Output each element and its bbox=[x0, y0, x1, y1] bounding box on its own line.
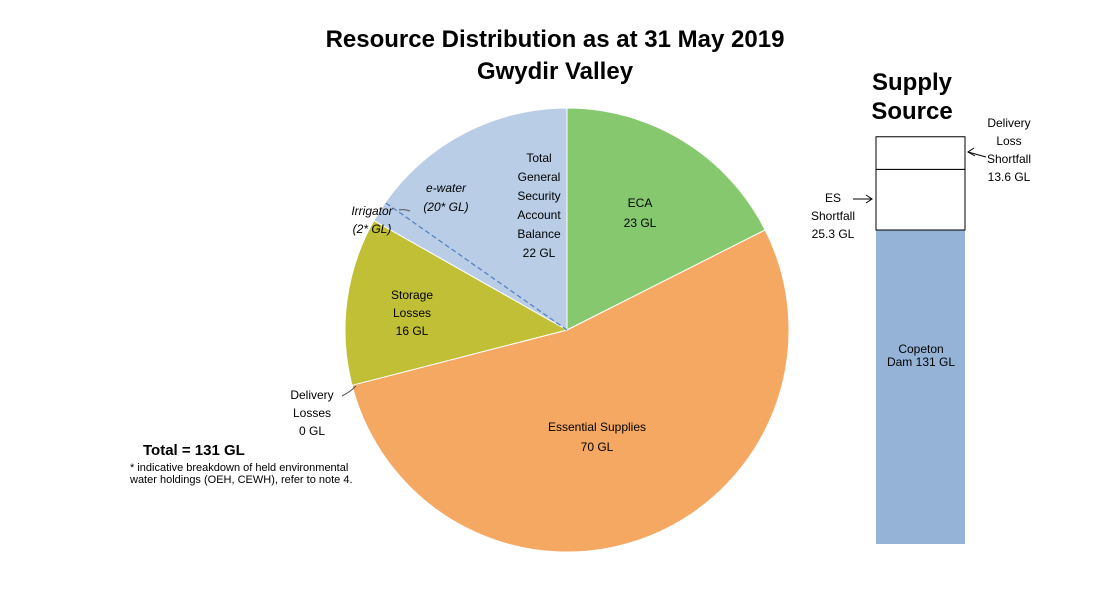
label-irrigator: Irrigator (2* GL) bbox=[351, 204, 393, 236]
label-storage-losses: Storage Losses 16 GL bbox=[391, 288, 433, 338]
supply-source-bar: Copeton Dam 131 GL ES Shortfall 25.3 GL Deliv… bbox=[811, 116, 1031, 544]
supply-source-title: Supply Source bbox=[857, 68, 967, 126]
arrow-delivery-loss-shortfall-head bbox=[967, 147, 976, 157]
leader-irrigator bbox=[398, 209, 411, 212]
pie-labels: ECA 23 GL Essential Supplies 70 GL Storage Lo… bbox=[290, 151, 656, 454]
label-delivery-losses: Delivery Losses 0 GL bbox=[290, 388, 333, 438]
label-es-shortfall: ES Shortfall 25.3 GL bbox=[811, 191, 855, 241]
ewater-divider-line bbox=[384, 202, 568, 331]
chart-subtitle: Gwydir Valley bbox=[476, 58, 634, 85]
supply-segment-es-shortfall bbox=[875, 168, 966, 231]
arrow-delivery-loss-shortfall bbox=[967, 151, 987, 158]
label-delivery-loss-shortfall: Delivery Loss Shortfall 13.6 GL bbox=[987, 116, 1031, 184]
supply-title-line2: Source bbox=[871, 98, 953, 125]
pie-chart bbox=[344, 107, 790, 553]
pie-slice-storage-losses bbox=[344, 219, 569, 386]
chart-title: Resource Distribution as at 31 May 2019 bbox=[325, 26, 785, 53]
pie-slice-total-general-security-account-balance bbox=[373, 107, 568, 331]
label-copeton-dam: Copeton Dam 131 GL bbox=[887, 342, 955, 369]
leader-delivery-losses bbox=[341, 385, 357, 397]
label-general-security-balance: Total General Security Account Balance 22 GL bbox=[517, 151, 561, 260]
footnote: * indicative breakdown of held environme… bbox=[130, 462, 353, 486]
pie-slice-eca bbox=[566, 107, 766, 331]
supply-title-line1: Supply bbox=[871, 69, 952, 96]
arrow-es-shortfall-head bbox=[865, 194, 873, 204]
supply-segment-copeton-dam bbox=[876, 230, 965, 544]
label-essential-supplies: Essential Supplies 70 GL bbox=[548, 420, 646, 454]
label-eca: ECA 23 GL bbox=[624, 196, 657, 230]
total-label: Total = 131 GL bbox=[143, 442, 245, 459]
supply-segment-delivery-loss-shortfall bbox=[875, 136, 966, 170]
pie-slice-essential-supplies bbox=[351, 229, 790, 553]
label-ewater: e-water (20* GL) bbox=[423, 181, 468, 214]
